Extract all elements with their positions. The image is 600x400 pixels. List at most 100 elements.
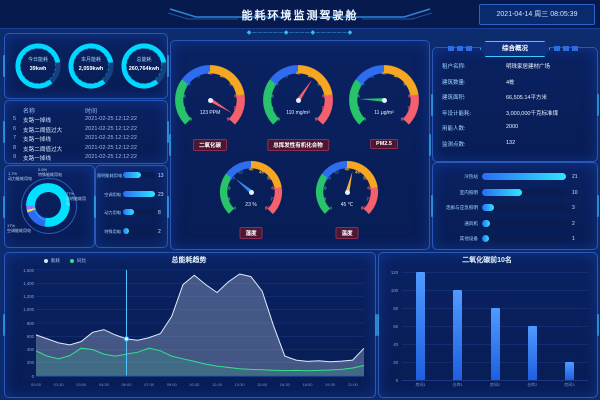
gauge-tick-label: 8: [323, 196, 327, 202]
bar-row-label: 照明能耗用电: [97, 173, 123, 178]
bar-value: 2: [572, 220, 575, 227]
header-right-decor-icon: [314, 8, 432, 20]
gauge-tick-label: 56: [317, 81, 323, 87]
co2-bar: [490, 308, 500, 380]
bar-row-label: 特殊用电: [104, 228, 121, 234]
pie-slice-name: 空调能耗用电: [7, 227, 31, 233]
gauge-hub: [344, 189, 350, 195]
datetime-display: 2021-04-14 周三 08:05:39: [479, 4, 595, 25]
gauge-tick-label: 0: [363, 116, 367, 122]
co2-ytick: 60: [393, 323, 398, 329]
trend-xtick: 00:00: [30, 382, 41, 387]
co2-xtick: 房间2: [489, 382, 501, 387]
gauge-tick-label: 64: [271, 185, 277, 191]
gauge-tick-label: 64: [367, 185, 373, 191]
bar-track: [123, 227, 155, 234]
overview-row: 监测点数: 132: [432, 140, 596, 152]
alarm-row-time: 2021-02-25 12:12:22: [85, 125, 137, 132]
co2-ytick: 80: [393, 305, 398, 311]
overview-row-label: 建筑数量:: [442, 79, 466, 86]
overview-row-value: 4栋: [506, 79, 515, 86]
legend-item-能耗[interactable]: 能耗: [44, 258, 60, 264]
stat-label: 今日能耗: [27, 57, 48, 63]
co2-bar: [416, 272, 426, 380]
overview-left-decor: [448, 46, 474, 51]
overview-row: 租户名称: 明珠家居建材广场: [432, 62, 596, 74]
stat-total-energy: 总能耗 260,764kwh: [121, 43, 167, 89]
gauge-tick-label: 72: [407, 105, 413, 111]
gauge-label-badge: 温度: [335, 227, 359, 239]
pie-pct: 1.7%: [8, 171, 18, 176]
gauge-tick-label: 80: [400, 116, 406, 122]
gauge-tick-label: 48: [219, 73, 225, 79]
co2-ytick: 0: [395, 377, 398, 383]
bar-row-label: 室内照明: [459, 189, 478, 195]
gauge-tick-label: 16: [180, 93, 186, 99]
overview-row: 建筑数量: 4栋: [432, 78, 596, 90]
alarm-row-number: 8: [13, 144, 17, 151]
gauge-label-badge: 二氧化碳: [192, 139, 228, 151]
trend-ytick: 1,200: [23, 294, 34, 299]
trend-xtick: 12:00: [211, 382, 222, 387]
alarm-list-panel: 名称 时间 5 支路一掉线 2021-02-25 12:12:22 6 支路二阈值过大 2…: [4, 100, 168, 164]
gauge-tick-label: 40: [295, 70, 301, 76]
overview-right-decor: [554, 46, 580, 51]
gauge-tick-label: 56: [403, 81, 409, 87]
pie-outer-ring: [21, 178, 77, 234]
stat-value: 260,764kwh: [128, 66, 160, 72]
bar-value: 3: [572, 205, 575, 211]
alarm-row: 8 支路二阈值过大 2021-02-25 12:12:22: [5, 145, 167, 155]
gauge-tick-label: 80: [226, 116, 232, 122]
overview-row: 用能人数: 2000: [432, 124, 596, 136]
gauge-tick-label: 64: [322, 93, 328, 99]
gauge-label-badge: PM2.5: [370, 139, 398, 149]
legend-label: 同比: [77, 258, 86, 263]
alarm-row: 9 支路一掉线 2021-02-25 12:12:22: [5, 154, 167, 164]
bar-value: 21: [572, 174, 578, 180]
co2-gridline: [402, 290, 588, 291]
pie-label-hvac: 17% 空调能耗用电: [7, 223, 31, 234]
gauge-label-badge: 总挥发性有机化合物: [267, 139, 329, 151]
gauge-tick-label: 8: [227, 196, 231, 202]
trend-xtick: 04:30: [98, 382, 109, 387]
page-title: 能耗环境监测驾驶舱: [241, 10, 359, 22]
ring-inner: [126, 48, 162, 84]
gauge-tick-label: 80: [360, 205, 366, 211]
stat-value: 2,059kwh: [78, 66, 104, 72]
overview-row-value: 2000: [506, 124, 519, 130]
trend-chart-title: 总能耗趋势: [171, 257, 207, 264]
alarm-row-number: 6: [13, 125, 17, 132]
pie-pct: 77%: [66, 191, 75, 196]
legend-item-同比[interactable]: 同比: [70, 258, 86, 264]
gauge-tick-label: 56: [267, 175, 272, 181]
overview-row-label: 年设计能耗:: [442, 110, 472, 117]
alarm-row-name: 支路一掉线: [23, 156, 51, 163]
bar-track: [482, 219, 566, 227]
gauge-5: 0 8 16 24 32 40 48 56 64 72 80 45 ℃: [315, 160, 379, 224]
co2-xtick: 房间3: [564, 382, 575, 387]
gauge-tick-label: 16: [321, 185, 327, 191]
alarm-row-time: 2021-02-25 12:12:22: [85, 116, 137, 122]
alarm-row: 6 支路二阈值过大 2021-02-25 12:12:22: [5, 126, 167, 136]
co2-bar: [527, 326, 537, 380]
gauge-tick-label: 40: [344, 166, 350, 172]
gauge-label-badge: 湿度: [239, 227, 263, 239]
ring-inner: [20, 48, 56, 84]
trend-xtick: 10:30: [189, 382, 200, 387]
gauge-tick-label: 16: [268, 93, 274, 99]
gauge-tick-label: 24: [326, 175, 331, 181]
alarm-col-time: 时间: [85, 109, 98, 115]
gauge-tick-label: 8: [357, 105, 360, 111]
co2-ytick: 40: [393, 341, 398, 347]
trend-legend: 能耗 同比: [44, 258, 86, 264]
gauge-tick-label: 24: [230, 175, 235, 181]
trend-chart-panel: [4, 252, 376, 398]
trend-xtick: 13:30: [234, 382, 245, 387]
gauge-value-text: 123 PPM: [199, 110, 221, 116]
gauge-tick-label: 48: [355, 169, 360, 174]
bar-value: 23: [158, 191, 164, 198]
gauge-tick-label: 32: [334, 169, 339, 174]
bar-track: [482, 204, 566, 211]
overview-row: 建筑面积: 66,505.14平方米: [432, 93, 596, 105]
trend-ytick: 1,600: [23, 267, 34, 273]
